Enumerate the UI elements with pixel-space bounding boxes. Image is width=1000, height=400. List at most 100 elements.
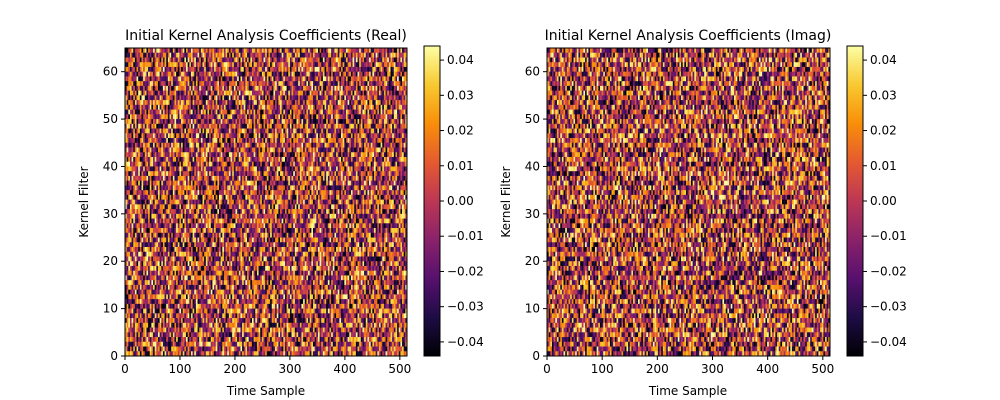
heatmap-cell bbox=[149, 109, 152, 115]
heatmap-cell bbox=[329, 76, 332, 82]
heatmap-cell bbox=[280, 85, 283, 91]
heatmap-cell bbox=[284, 100, 287, 106]
heatmap-cell bbox=[308, 142, 311, 148]
heatmap-cell bbox=[204, 90, 207, 96]
heatmap-cell bbox=[167, 48, 170, 54]
heatmap-cell bbox=[209, 133, 212, 139]
heatmap-cell bbox=[153, 128, 156, 134]
heatmap-cell bbox=[393, 133, 396, 139]
heatmap-cell bbox=[214, 62, 217, 68]
heatmap-cell bbox=[293, 48, 296, 54]
heatmap-cell bbox=[133, 114, 136, 120]
heatmap-cell bbox=[332, 104, 335, 110]
heatmap-cell bbox=[360, 71, 363, 77]
heatmap-cell bbox=[148, 57, 151, 63]
heatmap-cell bbox=[275, 57, 278, 63]
heatmap-cell bbox=[370, 109, 373, 115]
heatmap-cell bbox=[405, 100, 408, 106]
heatmap-cell bbox=[291, 62, 294, 68]
heatmap-cell bbox=[372, 119, 375, 125]
heatmap-cell bbox=[153, 109, 156, 115]
heatmap-cell bbox=[177, 142, 180, 148]
heatmap-cell bbox=[370, 100, 373, 106]
heatmap-cell bbox=[220, 62, 223, 68]
heatmap-cell bbox=[332, 100, 335, 106]
heatmap-cell bbox=[268, 52, 271, 58]
heatmap-cell bbox=[337, 48, 340, 54]
heatmap-cell bbox=[228, 133, 231, 139]
heatmap-cell bbox=[344, 66, 347, 73]
heatmap-cell bbox=[204, 114, 207, 120]
heatmap-cell bbox=[294, 100, 297, 106]
heatmap-cell bbox=[403, 48, 406, 54]
heatmap-cell bbox=[250, 133, 253, 139]
heatmap-cell bbox=[288, 48, 291, 54]
heatmap-cell bbox=[250, 52, 253, 58]
heatmap-cell bbox=[261, 85, 264, 91]
heatmap-cell bbox=[402, 138, 405, 144]
heatmap-cell bbox=[247, 114, 250, 120]
heatmap-cell bbox=[387, 52, 390, 58]
heatmap-cell bbox=[273, 76, 276, 82]
heatmap-cell bbox=[148, 66, 151, 73]
heatmap-cell bbox=[233, 85, 236, 91]
heatmap-cell bbox=[220, 95, 223, 101]
heatmap-cell bbox=[223, 128, 226, 134]
heatmap-cell bbox=[354, 109, 357, 115]
heatmap-cell bbox=[329, 48, 332, 54]
heatmap-cell bbox=[369, 90, 372, 96]
heatmap-cell bbox=[341, 95, 344, 101]
heatmap-cell bbox=[227, 81, 230, 87]
heatmap-cell bbox=[273, 114, 276, 120]
heatmap-cell bbox=[250, 81, 253, 87]
heatmap-cell bbox=[189, 62, 192, 68]
heatmap-cell bbox=[341, 52, 344, 58]
heatmap-cell bbox=[372, 52, 375, 58]
heatmap-cell bbox=[177, 138, 180, 144]
heatmap-cell bbox=[207, 71, 210, 77]
heatmap-cell bbox=[324, 133, 327, 139]
heatmap-cell bbox=[143, 90, 146, 96]
heatmap-cell bbox=[334, 114, 337, 120]
heatmap-cell bbox=[243, 71, 246, 77]
heatmap-cell bbox=[181, 71, 184, 77]
heatmap-cell bbox=[177, 85, 180, 91]
heatmap-cell bbox=[146, 95, 149, 101]
heatmap-cell bbox=[355, 114, 358, 120]
heatmap-cell bbox=[280, 133, 283, 139]
heatmap-cell bbox=[354, 57, 357, 63]
heatmap-cell bbox=[227, 100, 230, 106]
heatmap-cell bbox=[336, 104, 339, 110]
heatmap-cell bbox=[154, 71, 157, 77]
heatmap-cell bbox=[319, 109, 322, 115]
heatmap-cell bbox=[222, 62, 225, 68]
heatmap-cell bbox=[268, 90, 271, 96]
heatmap-cell bbox=[133, 62, 136, 68]
heatmap-cell bbox=[360, 76, 363, 82]
heatmap-cell bbox=[184, 123, 187, 129]
heatmap-cell bbox=[329, 100, 332, 106]
heatmap-cell bbox=[125, 52, 127, 58]
heatmap-cell bbox=[136, 114, 139, 120]
heatmap-cell bbox=[161, 142, 164, 148]
heatmap-cell bbox=[359, 114, 362, 120]
heatmap-cell bbox=[298, 81, 301, 87]
heatmap-cell bbox=[341, 57, 344, 63]
heatmap-cell bbox=[189, 100, 192, 106]
heatmap-cell bbox=[190, 95, 193, 101]
heatmap-cell bbox=[271, 62, 274, 68]
heatmap-cell bbox=[176, 95, 179, 101]
heatmap-cell bbox=[164, 123, 167, 129]
heatmap-cell bbox=[342, 123, 345, 129]
heatmap-cell bbox=[286, 66, 289, 73]
heatmap-cell bbox=[286, 85, 289, 91]
heatmap-cell bbox=[352, 133, 355, 139]
heatmap-cell bbox=[212, 109, 215, 115]
heatmap-cell bbox=[227, 114, 230, 120]
heatmap-cell bbox=[337, 133, 340, 139]
heatmap-cell bbox=[199, 57, 202, 63]
heatmap-cell bbox=[200, 76, 203, 82]
heatmap-cell bbox=[143, 147, 146, 153]
heatmap-cell bbox=[342, 138, 345, 144]
heatmap-cell bbox=[232, 114, 235, 120]
